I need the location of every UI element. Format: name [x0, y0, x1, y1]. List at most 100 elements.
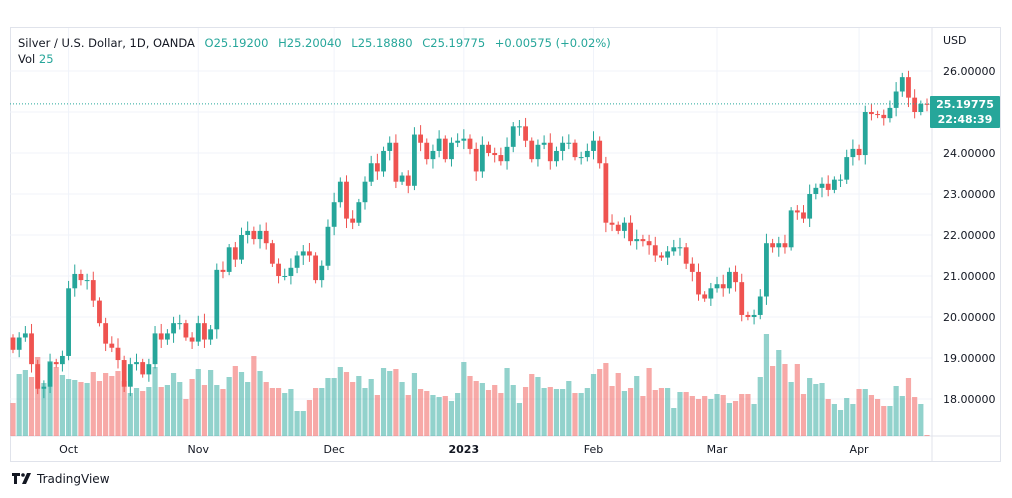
volume-bar: [350, 382, 356, 436]
candle-body: [257, 230, 263, 240]
candle-body: [862, 112, 868, 156]
symbol-title[interactable]: Silver / U.S. Dollar, 1D, OANDA: [18, 36, 195, 50]
volume-bar: [41, 383, 47, 436]
volume-bar: [189, 379, 195, 436]
volume-bar: [535, 377, 541, 436]
volume-bar: [473, 381, 479, 436]
volume-bar: [442, 396, 448, 436]
candle-body: [449, 142, 454, 160]
volume-bar: [541, 388, 547, 436]
volume-bar: [819, 383, 825, 436]
volume-label[interactable]: Vol: [18, 52, 36, 66]
candle-body: [442, 138, 448, 160]
candle-body: [801, 212, 806, 219]
volume-bar: [411, 373, 418, 436]
volume-bar: [609, 386, 615, 436]
volume-bar: [665, 388, 671, 436]
candle-body: [486, 144, 491, 153]
volume-bar: [708, 399, 714, 436]
candle-body: [560, 142, 566, 151]
volume-bar: [245, 382, 251, 436]
candle-body: [850, 148, 856, 158]
candle-body: [467, 138, 473, 149]
candle-body: [35, 364, 41, 389]
volume-bar: [78, 382, 84, 436]
volume-bar: [331, 378, 337, 436]
candle-body: [869, 112, 874, 115]
volume-bar: [455, 393, 461, 436]
volume-bar: [683, 392, 689, 436]
candle-body: [770, 243, 776, 248]
volume-bar: [800, 394, 807, 436]
candle-body: [510, 126, 516, 147]
candle-body: [66, 288, 71, 356]
candle-body: [640, 239, 646, 242]
candle-body: [547, 142, 553, 162]
volume-bar: [214, 385, 220, 436]
volume-bar: [794, 364, 800, 436]
volume-bar: [924, 435, 930, 436]
candle-body: [152, 333, 158, 365]
candle-body: [813, 187, 819, 194]
volume-bar: [837, 410, 844, 436]
candle-body: [115, 347, 121, 361]
volume-bar: [22, 370, 28, 436]
volume-bar: [893, 386, 899, 436]
candle-body: [140, 362, 146, 375]
volume-bar: [751, 404, 757, 436]
candle-body: [202, 323, 207, 340]
currency-label[interactable]: USD: [943, 34, 967, 47]
volume-bar: [152, 367, 158, 436]
candle-body: [671, 247, 677, 252]
candle-body: [646, 241, 652, 246]
volume-bar: [146, 387, 152, 436]
volume-bar: [652, 390, 658, 436]
volume-bar: [695, 399, 702, 436]
volume-bar: [47, 361, 53, 436]
candle-body: [418, 134, 423, 143]
volume-bar: [658, 388, 665, 436]
candle-body: [47, 362, 53, 387]
candle-body: [16, 337, 22, 350]
candle-body: [529, 140, 535, 160]
candle-body: [554, 150, 559, 162]
candle-body: [393, 142, 399, 182]
candle-body: [788, 210, 794, 248]
volume-bar: [96, 381, 103, 436]
candle-body: [584, 150, 590, 158]
volume-bar: [84, 383, 90, 436]
volume-bar: [529, 374, 535, 436]
bar-countdown: 22:48:39: [937, 113, 993, 126]
candle-body: [838, 179, 843, 181]
candle-body: [831, 179, 837, 190]
candle-body: [60, 355, 65, 365]
volume-bar: [905, 378, 912, 436]
candle-body: [492, 153, 498, 156]
candle-body: [517, 126, 522, 128]
candle-body: [171, 323, 176, 334]
volume-bar: [720, 395, 726, 436]
tradingview-logo[interactable]: TradingView: [12, 472, 110, 486]
current-price: 25.19775: [936, 98, 994, 111]
volume-bar: [103, 373, 109, 436]
candle-body: [344, 181, 349, 219]
volume-bar: [16, 374, 22, 436]
volume-bar: [776, 350, 782, 436]
candle-body: [356, 202, 362, 223]
volume-bar: [566, 381, 572, 436]
price-tick-label: 21.00000: [943, 270, 996, 283]
ohlc-close: C25.19775: [422, 36, 486, 50]
volume-bar: [485, 390, 492, 436]
ohlc-change: +0.00575 (+0.02%): [494, 36, 611, 50]
candle-body: [578, 157, 584, 159]
volume-bar: [109, 376, 115, 436]
candle-body: [652, 245, 658, 256]
volume-bar: [90, 372, 96, 436]
volume-bar: [844, 398, 850, 436]
volume-bar: [251, 356, 257, 436]
volume-bar: [788, 382, 794, 436]
time-tick-label: Apr: [850, 443, 870, 456]
candle-body: [134, 362, 139, 365]
candle-body: [53, 362, 59, 365]
